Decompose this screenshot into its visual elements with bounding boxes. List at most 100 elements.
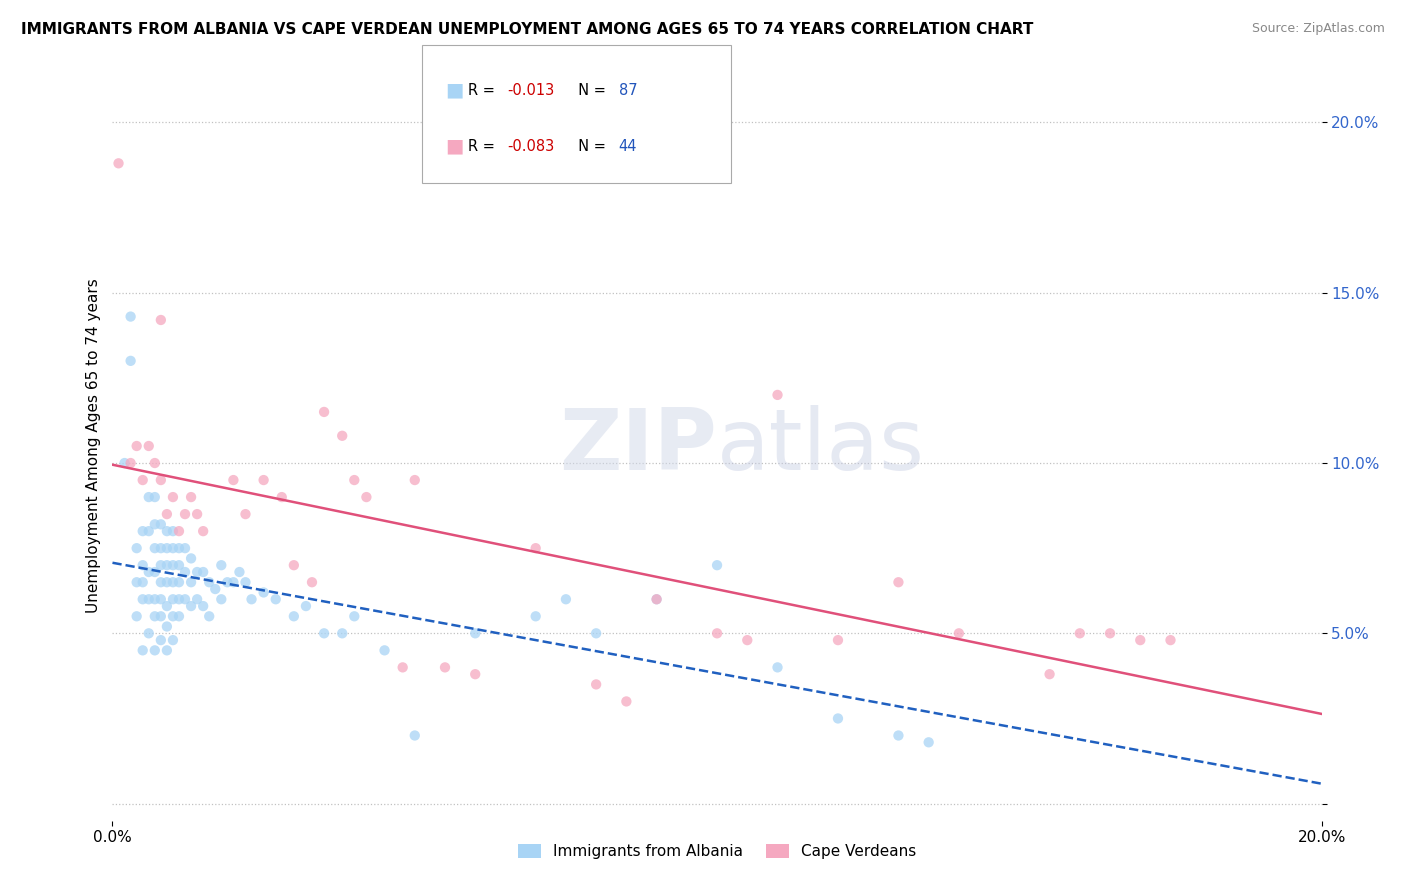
Point: [162, 524, 184, 538]
Point: [253, 585, 276, 599]
Point: [209, 558, 232, 573]
Point: [1129, 633, 1152, 648]
Point: [156, 619, 179, 633]
Text: 44: 44: [619, 138, 637, 153]
Point: [162, 558, 184, 573]
Point: [162, 609, 184, 624]
Point: [167, 558, 190, 573]
Point: [138, 524, 160, 538]
Y-axis label: Unemployment Among Ages 65 to 74 years: Unemployment Among Ages 65 to 74 years: [86, 278, 101, 614]
Point: [167, 575, 190, 590]
Point: [143, 517, 166, 532]
Point: [143, 541, 166, 556]
Point: [295, 599, 318, 613]
Point: [198, 575, 221, 590]
Point: [162, 575, 184, 590]
Point: [645, 592, 668, 607]
Legend: Immigrants from Albania, Cape Verdeans: Immigrants from Albania, Cape Verdeans: [512, 838, 922, 865]
Text: atlas: atlas: [717, 404, 925, 488]
Point: [464, 667, 486, 681]
Point: [1098, 626, 1121, 640]
Point: [156, 599, 179, 613]
Point: [186, 507, 208, 521]
Point: [343, 473, 366, 487]
Point: [209, 592, 232, 607]
Point: [156, 507, 179, 521]
Point: [191, 599, 214, 613]
Point: [204, 582, 226, 596]
Point: [887, 729, 910, 743]
Point: [186, 592, 208, 607]
Point: [1159, 633, 1181, 648]
Text: IMMIGRANTS FROM ALBANIA VS CAPE VERDEAN UNEMPLOYMENT AMONG AGES 65 TO 74 YEARS C: IMMIGRANTS FROM ALBANIA VS CAPE VERDEAN …: [21, 22, 1033, 37]
Point: [343, 609, 366, 624]
Point: [391, 660, 413, 674]
Point: [107, 156, 129, 170]
Point: [283, 609, 305, 624]
Point: [645, 592, 668, 607]
Point: [222, 473, 245, 487]
Point: [162, 490, 184, 504]
Point: [314, 626, 336, 640]
Text: ZIP: ZIP: [560, 404, 717, 488]
Point: [240, 592, 263, 607]
Point: [167, 524, 190, 538]
Point: [585, 626, 607, 640]
Text: ■: ■: [446, 81, 464, 100]
Point: [186, 565, 208, 579]
Point: [887, 575, 910, 590]
Point: [138, 565, 160, 579]
Point: [706, 558, 728, 573]
Text: N =: N =: [569, 138, 612, 153]
Point: [120, 456, 142, 470]
Point: [132, 643, 155, 657]
Point: [149, 541, 172, 556]
Point: [1038, 667, 1062, 681]
Point: [125, 541, 148, 556]
Point: [162, 541, 184, 556]
Point: [301, 575, 323, 590]
Point: [404, 729, 426, 743]
Point: [149, 473, 172, 487]
Text: ■: ■: [446, 136, 464, 155]
Point: [827, 711, 849, 725]
Point: [174, 565, 197, 579]
Point: [156, 575, 179, 590]
Point: [149, 313, 172, 327]
Point: [330, 429, 353, 443]
Point: [464, 626, 486, 640]
Point: [132, 524, 155, 538]
Point: [125, 609, 148, 624]
Point: [766, 660, 789, 674]
Point: [270, 490, 292, 504]
Point: [156, 643, 179, 657]
Point: [404, 473, 426, 487]
Point: [156, 524, 179, 538]
Point: [138, 626, 160, 640]
Point: [167, 541, 190, 556]
Point: [554, 592, 576, 607]
Point: [143, 643, 166, 657]
Point: [524, 541, 547, 556]
Point: [138, 592, 160, 607]
Point: [827, 633, 849, 648]
Text: R =: R =: [468, 83, 499, 98]
Point: [156, 558, 179, 573]
Point: [167, 592, 190, 607]
Point: [143, 565, 166, 579]
Point: [433, 660, 456, 674]
Point: [222, 575, 245, 590]
Point: [174, 541, 197, 556]
Point: [174, 507, 197, 521]
Point: [918, 735, 941, 749]
Point: [585, 677, 607, 691]
Point: [180, 490, 202, 504]
Point: [143, 592, 166, 607]
Point: [235, 575, 257, 590]
Point: [149, 609, 172, 624]
Point: [149, 575, 172, 590]
Point: [356, 490, 378, 504]
Point: [174, 592, 197, 607]
Text: R =: R =: [468, 138, 499, 153]
Text: Source: ZipAtlas.com: Source: ZipAtlas.com: [1251, 22, 1385, 36]
